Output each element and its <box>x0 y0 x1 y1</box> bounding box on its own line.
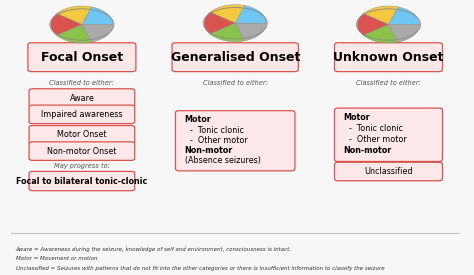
Wedge shape <box>82 24 113 42</box>
FancyBboxPatch shape <box>29 89 135 107</box>
Wedge shape <box>363 6 398 24</box>
Text: Impaired awareness: Impaired awareness <box>41 110 123 119</box>
Text: Motor: Motor <box>344 113 370 122</box>
Text: Unclassified: Unclassified <box>364 167 413 176</box>
Text: Motor: Motor <box>185 116 211 125</box>
Text: May progress to:: May progress to: <box>54 163 110 169</box>
Wedge shape <box>82 7 113 24</box>
FancyBboxPatch shape <box>28 43 136 72</box>
FancyBboxPatch shape <box>29 125 135 144</box>
FancyBboxPatch shape <box>175 111 295 171</box>
Text: Focal to bilateral tonic-clonic: Focal to bilateral tonic-clonic <box>16 177 147 186</box>
FancyBboxPatch shape <box>335 162 443 181</box>
FancyBboxPatch shape <box>29 105 135 124</box>
Text: -  Tonic clonic: - Tonic clonic <box>344 124 402 133</box>
Wedge shape <box>389 7 419 24</box>
Text: Aware: Aware <box>70 94 94 103</box>
FancyBboxPatch shape <box>335 43 443 72</box>
Wedge shape <box>57 6 91 24</box>
Text: (Absence seizures): (Absence seizures) <box>185 156 261 165</box>
Text: -  Other motor: - Other motor <box>344 135 406 144</box>
Text: Focal Onset: Focal Onset <box>41 51 123 64</box>
Wedge shape <box>51 14 82 35</box>
Text: Non-motor: Non-motor <box>344 146 392 155</box>
Text: Unknown Onset: Unknown Onset <box>333 51 444 64</box>
FancyBboxPatch shape <box>29 171 135 191</box>
FancyBboxPatch shape <box>29 142 135 160</box>
Text: -  Tonic clonic: - Tonic clonic <box>185 126 244 135</box>
Text: Motor = Movement or motion: Motor = Movement or motion <box>16 256 97 262</box>
Text: Classified to either:: Classified to either: <box>49 80 114 86</box>
Text: Non-motor: Non-motor <box>185 146 233 155</box>
Text: Classified to either:: Classified to either: <box>356 80 421 86</box>
Text: Aware = Awareness during the seizure, knowledge of self and environment, conscio: Aware = Awareness during the seizure, kn… <box>16 247 292 252</box>
Text: Generalised Onset: Generalised Onset <box>171 51 300 64</box>
Wedge shape <box>357 14 389 35</box>
FancyBboxPatch shape <box>172 43 298 72</box>
Wedge shape <box>363 24 398 43</box>
Text: Non-motor Onset: Non-motor Onset <box>47 147 117 156</box>
FancyBboxPatch shape <box>335 108 443 161</box>
Text: -  Other motor: - Other motor <box>185 136 247 145</box>
Wedge shape <box>204 12 235 34</box>
Text: Motor Onset: Motor Onset <box>57 130 107 139</box>
Wedge shape <box>389 24 419 42</box>
Text: Classified to either:: Classified to either: <box>203 80 268 86</box>
Wedge shape <box>235 23 266 41</box>
Wedge shape <box>210 23 245 42</box>
Wedge shape <box>210 5 245 23</box>
Wedge shape <box>235 6 266 23</box>
Wedge shape <box>57 24 91 43</box>
Text: Unclassified = Seizures with patterns that do not fit into the other categories : Unclassified = Seizures with patterns th… <box>16 266 384 271</box>
